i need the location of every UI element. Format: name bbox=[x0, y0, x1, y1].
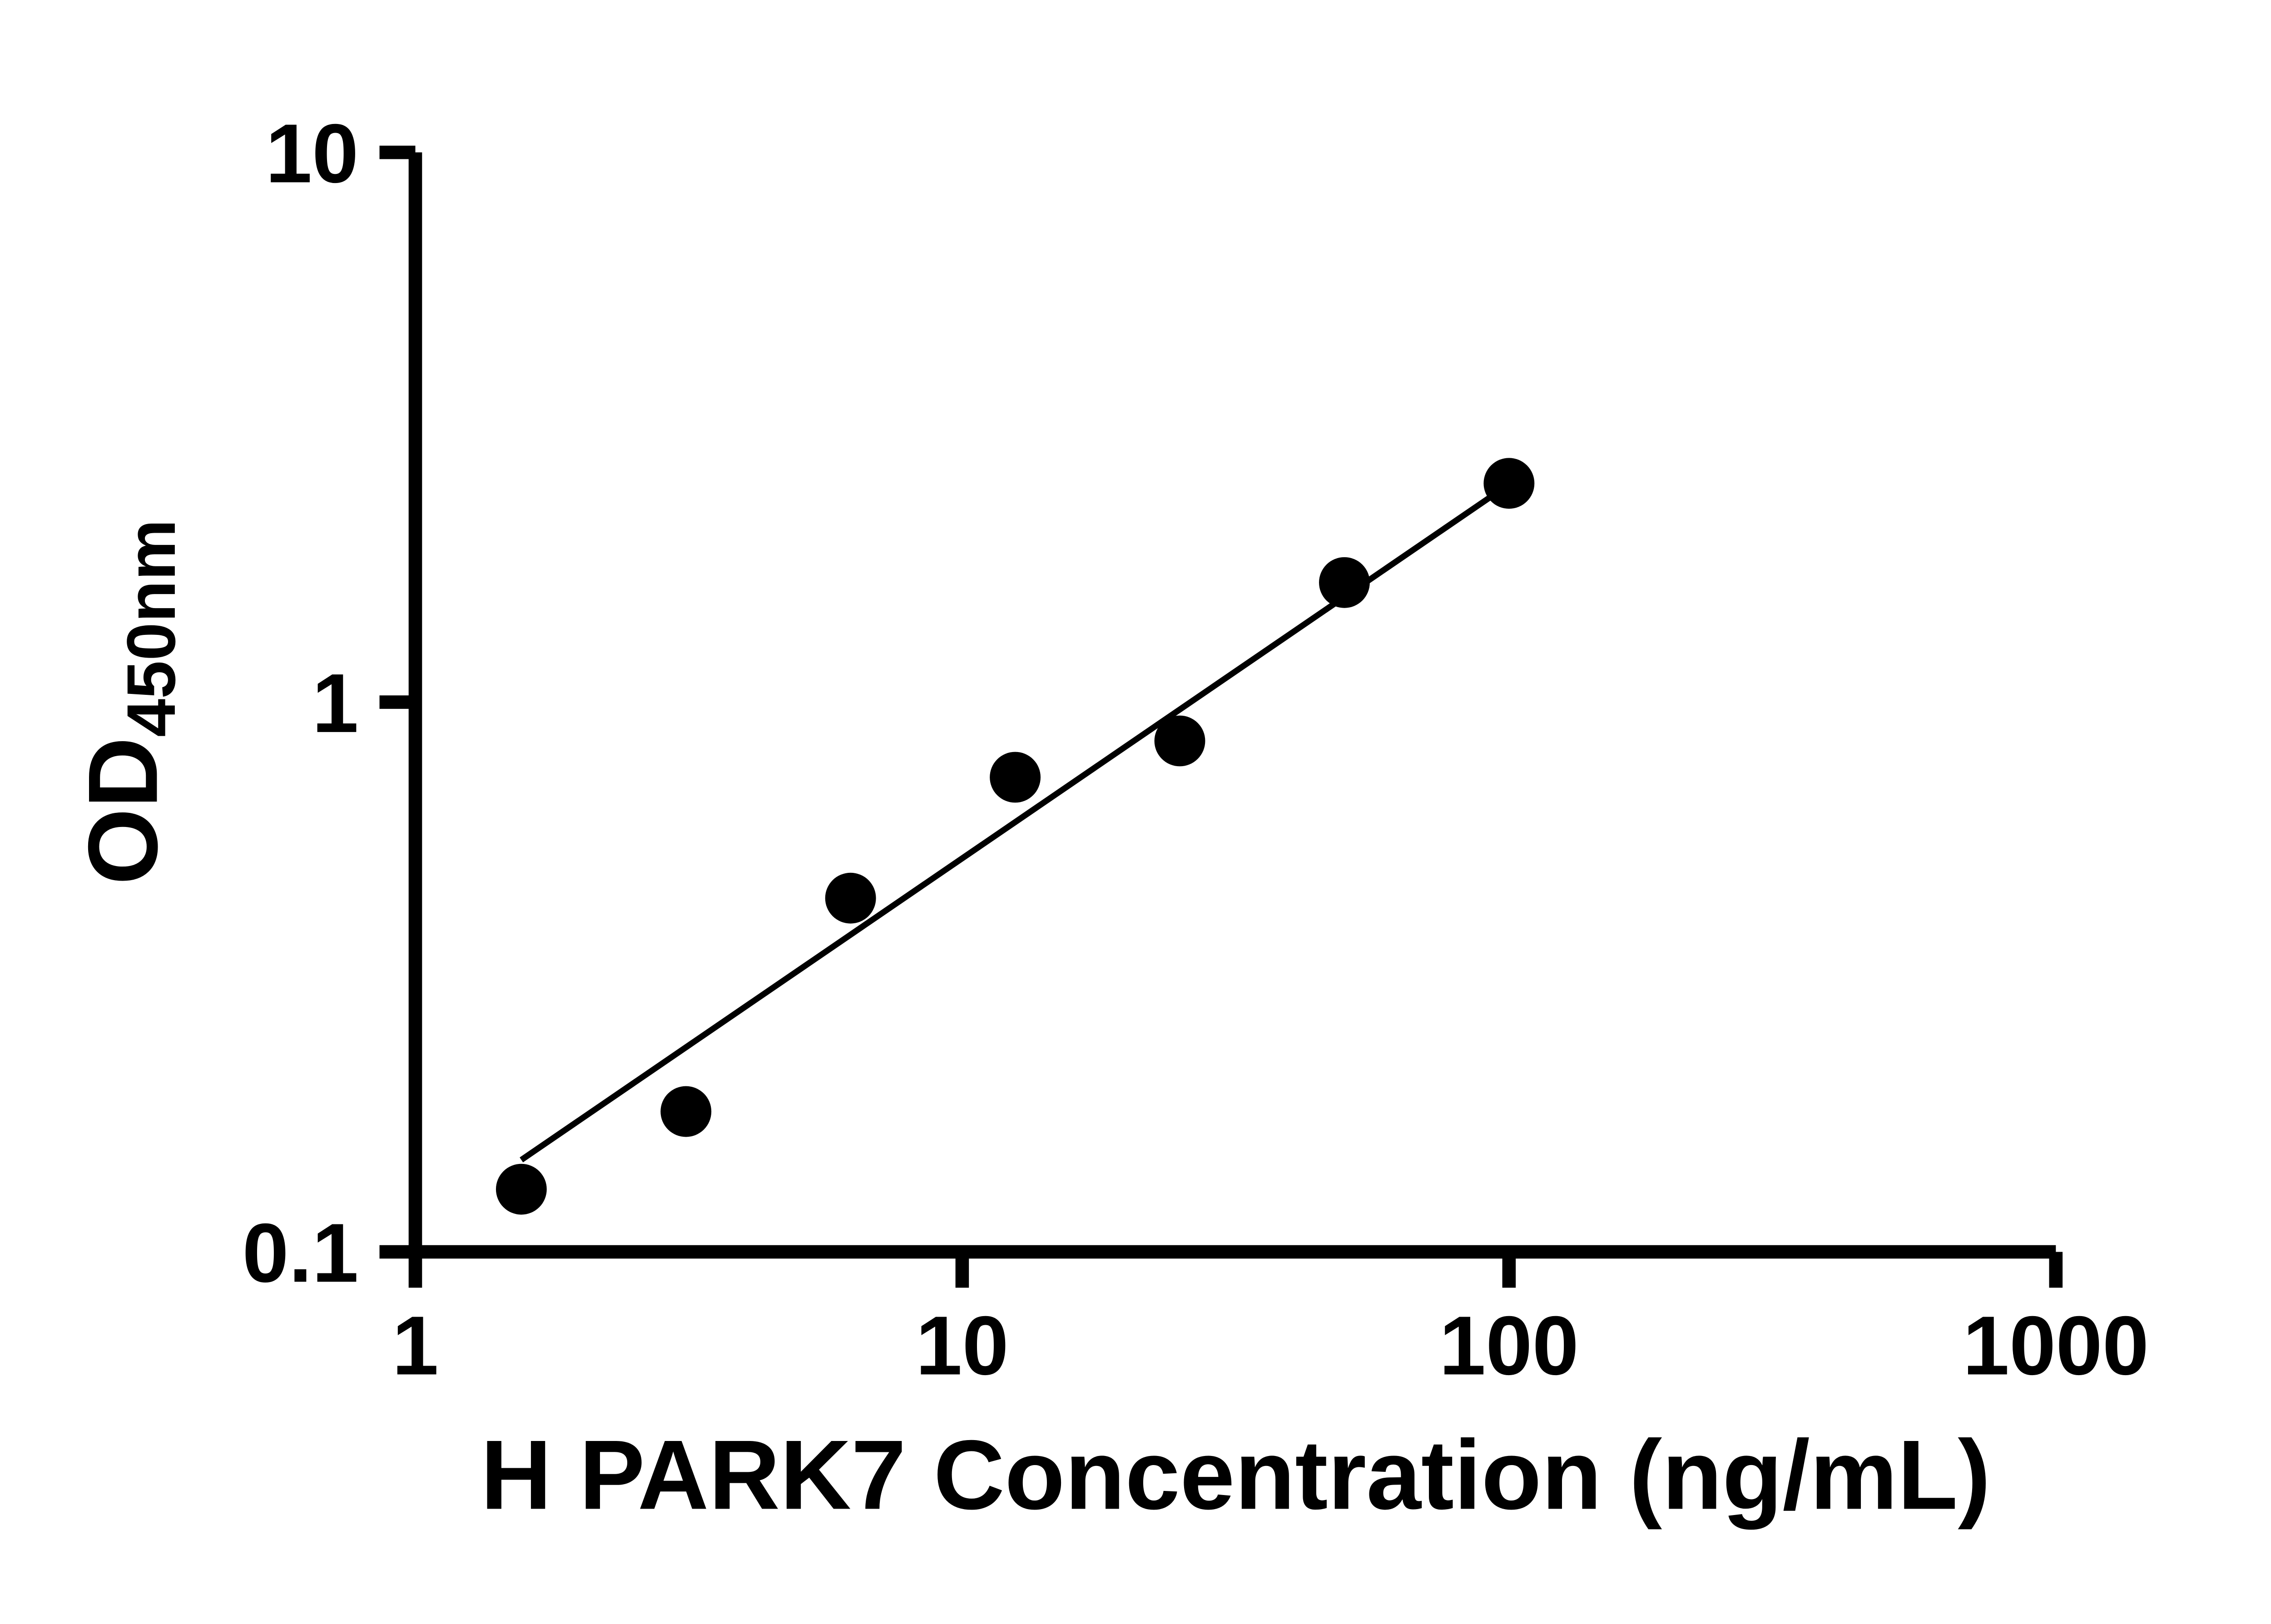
x-tick-label: 1 bbox=[392, 1299, 438, 1392]
y-axis-title: OD450nm bbox=[68, 520, 189, 885]
y-axis-title-main: OD bbox=[68, 737, 178, 885]
axis-lines bbox=[408, 152, 2056, 1259]
x-tick-label: 100 bbox=[1439, 1299, 1579, 1392]
x-axis-title: H PARK7 Concentration (ng/mL) bbox=[481, 1420, 1991, 1530]
data-point bbox=[825, 872, 876, 924]
svg-text:OD450nm: OD450nm bbox=[68, 520, 189, 885]
x-tick-label: 1000 bbox=[1963, 1299, 2149, 1392]
data-point bbox=[660, 1086, 712, 1137]
axes: 1 10 100 1000 0.1 1 10 bbox=[242, 107, 2149, 1392]
y-tick-label: 1 bbox=[312, 657, 358, 750]
y-axis-title-sub: 450nm bbox=[113, 520, 190, 737]
data-point bbox=[990, 752, 1041, 803]
x-tick-label: 10 bbox=[916, 1299, 1009, 1392]
data-point bbox=[1154, 715, 1205, 767]
y-tick-label: 0.1 bbox=[242, 1206, 358, 1300]
plot-series bbox=[496, 458, 1535, 1215]
data-point bbox=[1483, 458, 1535, 509]
data-point bbox=[496, 1164, 547, 1215]
y-tick-label: 10 bbox=[266, 107, 359, 200]
data-point bbox=[1319, 557, 1370, 608]
